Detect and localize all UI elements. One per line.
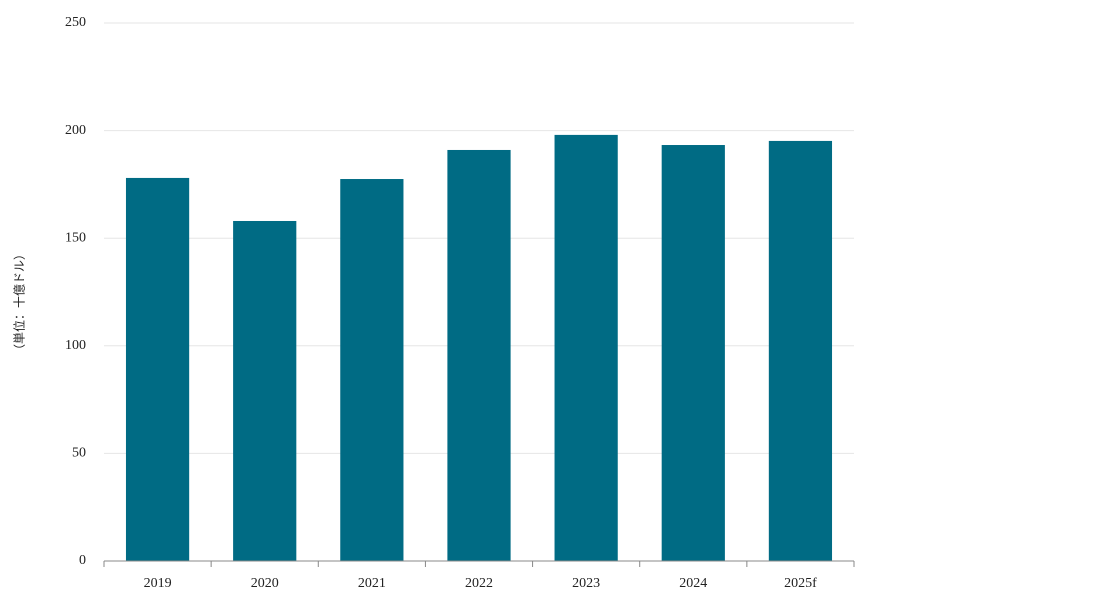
x-tick-label: 2023 [572,576,600,591]
y-tick-label: 200 [65,123,86,138]
x-tick-label: 2019 [144,576,172,591]
y-tick-label: 100 [65,338,86,353]
bar [768,140,833,561]
bar [233,220,297,561]
bar [125,177,190,561]
x-tick-label: 2022 [465,576,493,591]
y-axis-label: （単位：十億ドル） [12,248,27,356]
y-tick-label: 150 [65,230,86,245]
bar [340,179,404,561]
y-tick-label: 250 [65,15,86,30]
x-tick-label: 2024 [679,576,707,591]
x-tick-label: 2020 [251,576,279,591]
x-tick-label: 2021 [358,576,386,591]
x-tick-label: 2025f [784,576,817,591]
bar [447,149,511,561]
bar [661,145,725,561]
y-tick-label: 50 [72,446,86,461]
bar [554,134,618,562]
y-tick-label: 0 [79,553,86,568]
